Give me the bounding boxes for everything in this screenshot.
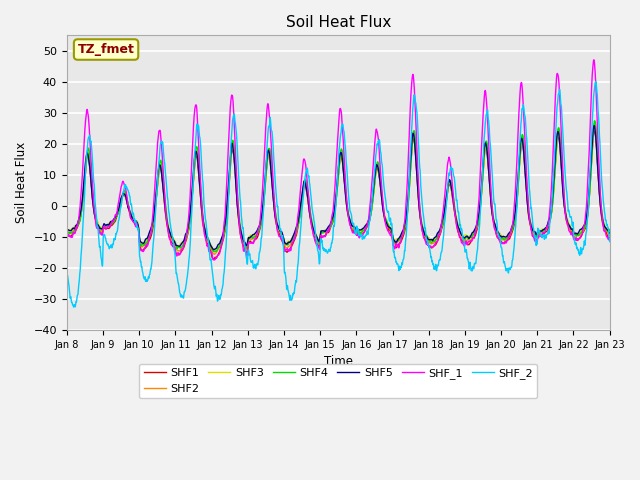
SHF4 (460, 236, 468, 241)
SHF2 (211, 252, 218, 257)
SHF5 (161, 199, 168, 204)
SHF_2 (491, 201, 499, 207)
SHF1 (210, 256, 218, 262)
SHF1 (318, 234, 326, 240)
X-axis label: Time: Time (324, 355, 353, 369)
SHF_2 (606, 239, 614, 244)
SHF2 (430, 240, 438, 246)
SHF5 (491, 220, 499, 226)
SHF4 (591, 118, 598, 124)
SHF2 (161, 198, 168, 204)
SHF_1 (161, 188, 168, 193)
SHF4 (605, 228, 613, 233)
SHF1 (460, 240, 468, 245)
SHF3 (491, 221, 499, 227)
SHF_1 (318, 233, 326, 239)
SHF_2 (605, 234, 613, 240)
SHF5 (460, 235, 468, 241)
SHF3 (460, 233, 468, 239)
Title: Soil Heat Flux: Soil Heat Flux (285, 15, 391, 30)
SHF_1 (63, 232, 70, 238)
SHF1 (63, 232, 70, 238)
SHF_1 (430, 242, 438, 248)
SHF_2 (318, 238, 326, 243)
SHF3 (63, 228, 70, 234)
Line: SHF_2: SHF_2 (67, 82, 610, 307)
SHF5 (606, 230, 614, 236)
SHF4 (318, 230, 326, 236)
Line: SHF4: SHF4 (67, 121, 610, 252)
SHF2 (460, 238, 468, 244)
SHF1 (161, 199, 168, 204)
Line: SHF5: SHF5 (67, 126, 610, 250)
SHF3 (606, 230, 614, 236)
SHF1 (591, 128, 598, 133)
SHF1 (605, 235, 613, 240)
SHF_2 (161, 158, 168, 164)
Line: SHF_1: SHF_1 (67, 60, 610, 260)
SHF4 (161, 190, 168, 195)
SHF_2 (70, 304, 77, 310)
SHF3 (430, 236, 438, 241)
SHF_1 (605, 237, 613, 243)
SHF2 (63, 230, 70, 236)
SHF2 (318, 229, 326, 235)
SHF4 (606, 227, 614, 232)
SHF4 (63, 228, 70, 233)
SHF_1 (590, 57, 598, 63)
Y-axis label: Soil Heat Flux: Soil Heat Flux (15, 142, 28, 223)
SHF3 (318, 228, 326, 234)
SHF_1 (460, 242, 468, 248)
SHF3 (209, 247, 217, 252)
SHF5 (430, 236, 438, 241)
SHF1 (430, 243, 438, 249)
SHF5 (590, 123, 598, 129)
SHF4 (430, 239, 438, 244)
SHF_1 (211, 257, 218, 263)
Line: SHF1: SHF1 (67, 131, 610, 259)
Text: TZ_fmet: TZ_fmet (77, 43, 134, 56)
SHF2 (591, 122, 598, 128)
SHF1 (491, 224, 499, 230)
SHF3 (161, 193, 168, 199)
SHF5 (210, 247, 218, 252)
SHF2 (606, 232, 614, 238)
Line: SHF3: SHF3 (67, 126, 610, 250)
SHF_2 (460, 238, 468, 244)
SHF5 (318, 228, 326, 234)
SHF_1 (491, 226, 499, 232)
SHF_1 (606, 238, 614, 243)
SHF5 (605, 230, 613, 236)
SHF5 (63, 228, 70, 233)
SHF3 (605, 229, 613, 235)
SHF_2 (592, 79, 600, 84)
SHF2 (605, 232, 613, 238)
SHF1 (606, 235, 614, 240)
SHF2 (491, 223, 499, 229)
SHF4 (211, 249, 218, 255)
Legend: SHF1, SHF2, SHF3, SHF4, SHF5, SHF_1, SHF_2: SHF1, SHF2, SHF3, SHF4, SHF5, SHF_1, SHF… (139, 364, 538, 398)
Line: SHF2: SHF2 (67, 125, 610, 254)
SHF4 (491, 222, 499, 228)
SHF_2 (430, 264, 438, 270)
SHF_2 (63, 269, 70, 275)
SHF3 (591, 123, 598, 129)
